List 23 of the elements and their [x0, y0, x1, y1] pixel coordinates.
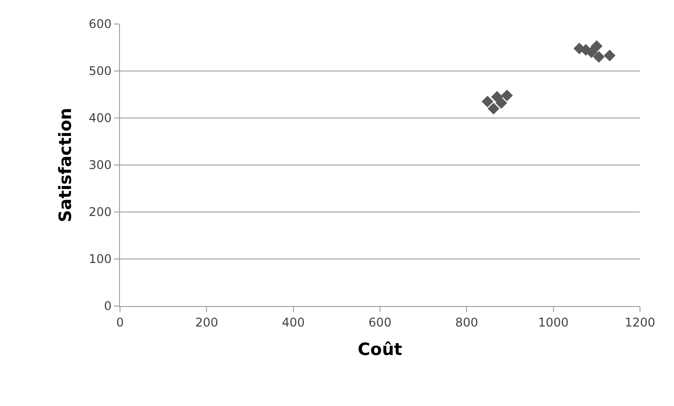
- x-tick-label: 0: [116, 315, 124, 330]
- x-tick-label: 400: [282, 315, 305, 330]
- y-tick-label: 400: [88, 111, 112, 126]
- x-tick-label: 1000: [538, 315, 569, 330]
- y-axis-title: Satisfaction: [56, 108, 76, 222]
- x-tick-label: 200: [195, 315, 218, 330]
- y-tick-label: 200: [88, 205, 112, 220]
- point: [590, 40, 603, 52]
- point: [488, 102, 500, 114]
- point: [592, 51, 605, 63]
- y-tick-label: 600: [88, 17, 112, 32]
- point: [495, 97, 508, 109]
- y-tick-label: 300: [88, 158, 112, 172]
- y-tick-label: 100: [88, 252, 112, 266]
- y-tick-label: 500: [88, 64, 112, 78]
- x-tick-label: 800: [455, 315, 478, 330]
- point: [482, 96, 494, 108]
- x-tick-label: 1200: [624, 315, 656, 330]
- x-tick-label: 600: [368, 315, 392, 330]
- y-tick-label: 0: [104, 299, 112, 314]
- x-axis-title: Coût: [358, 340, 402, 360]
- point: [501, 90, 513, 102]
- point: [604, 50, 616, 62]
